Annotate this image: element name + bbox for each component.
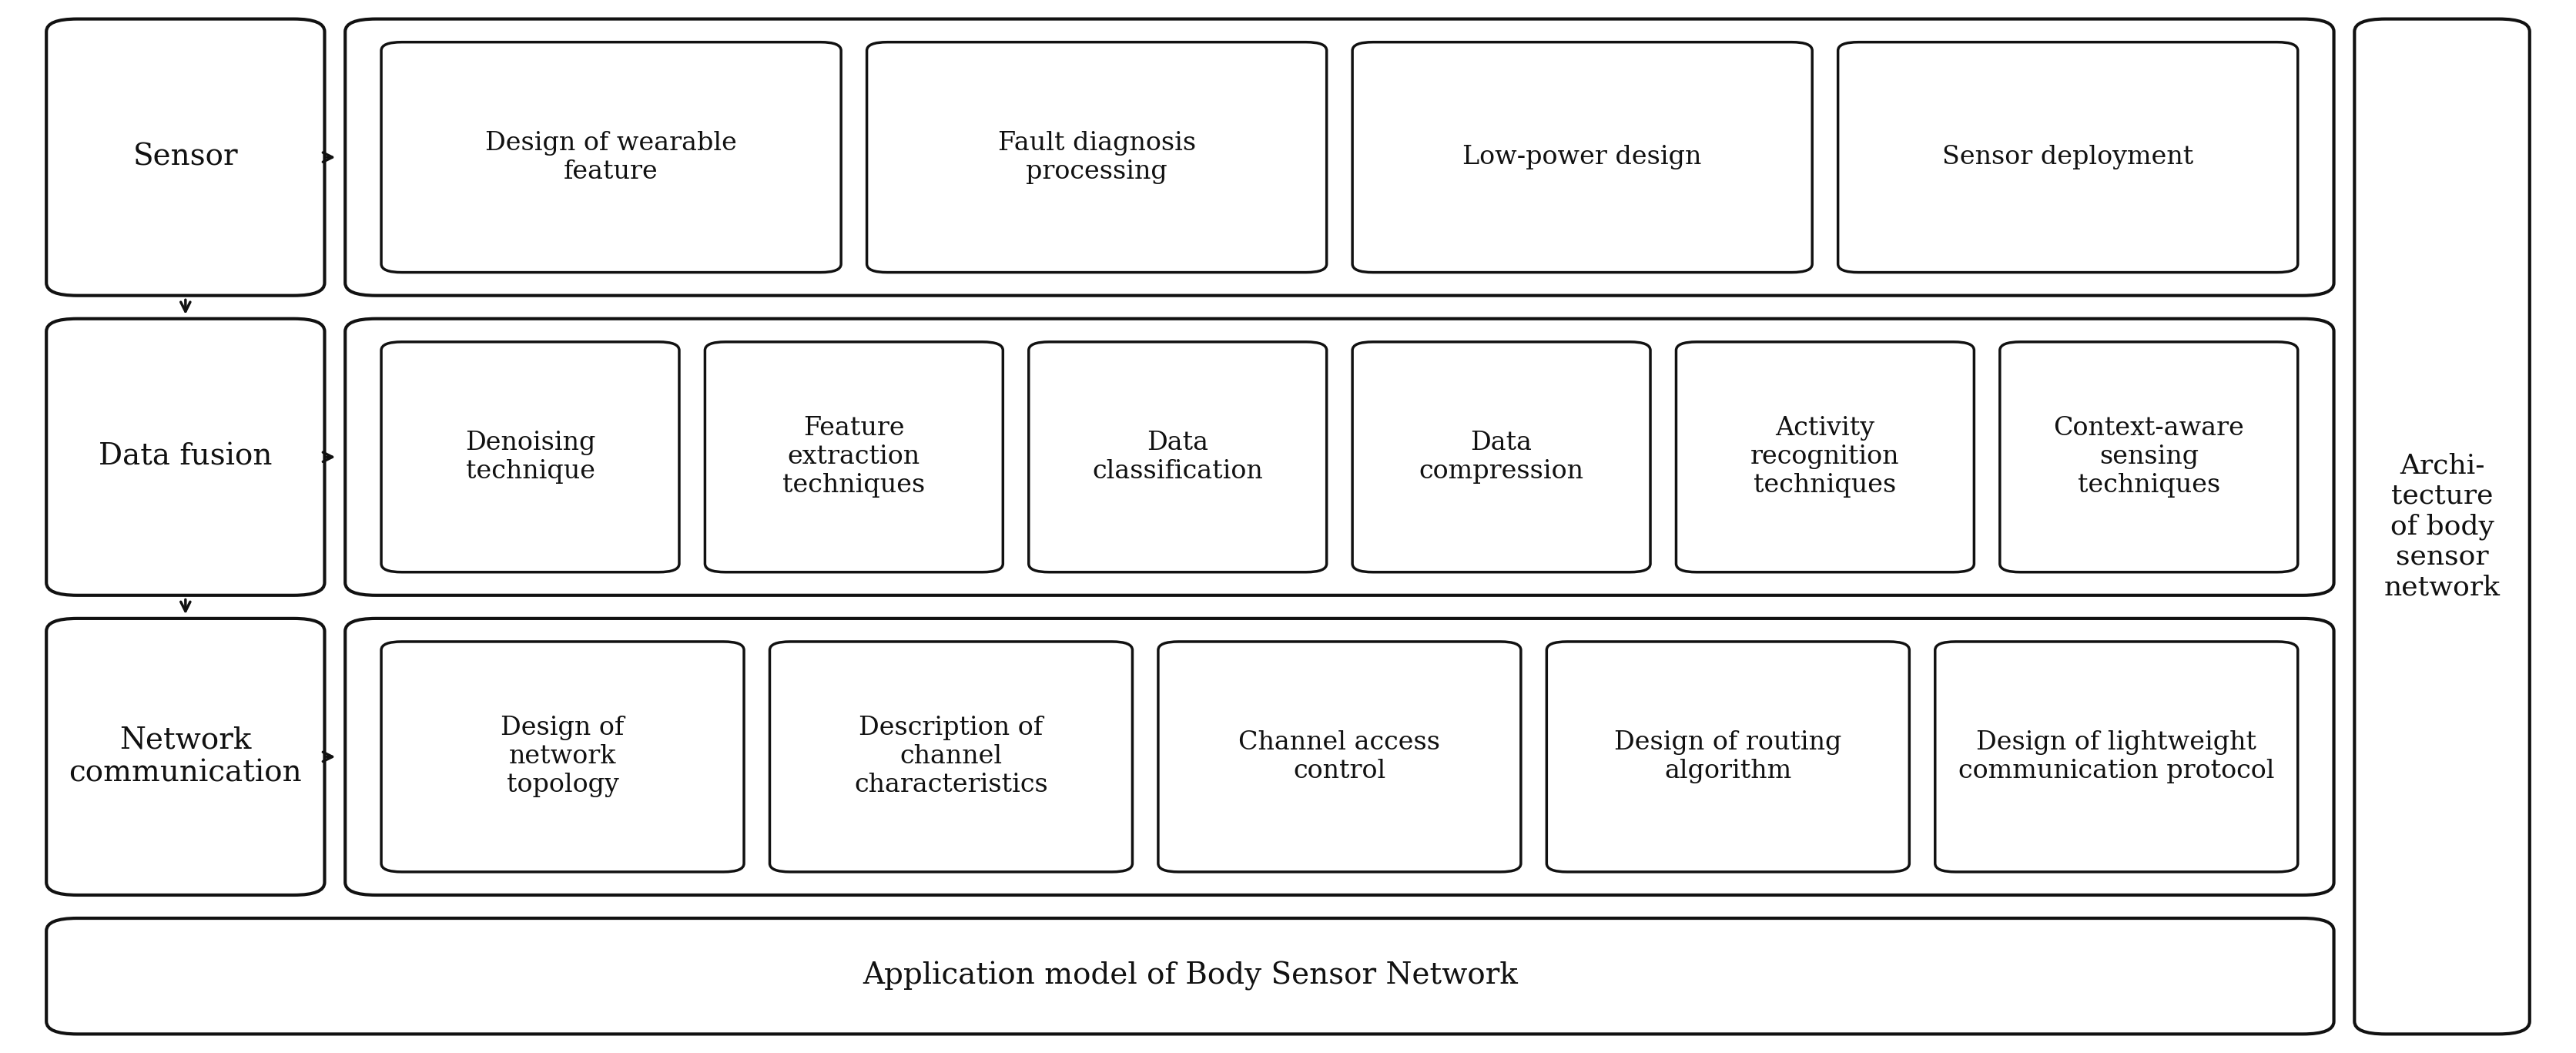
FancyBboxPatch shape xyxy=(1935,641,2298,872)
FancyBboxPatch shape xyxy=(381,342,680,572)
FancyBboxPatch shape xyxy=(46,319,325,595)
Text: Design of routing
algorithm: Design of routing algorithm xyxy=(1615,730,1842,783)
Text: Data
classification: Data classification xyxy=(1092,431,1262,483)
Text: Fault diagnosis
processing: Fault diagnosis processing xyxy=(997,131,1195,184)
FancyBboxPatch shape xyxy=(1352,342,1651,572)
Text: Data
compression: Data compression xyxy=(1419,431,1584,483)
FancyBboxPatch shape xyxy=(1159,641,1520,872)
Text: Network
communication: Network communication xyxy=(70,726,301,788)
FancyBboxPatch shape xyxy=(345,319,2334,595)
FancyBboxPatch shape xyxy=(2354,19,2530,1034)
Text: Low-power design: Low-power design xyxy=(1463,145,1703,170)
FancyBboxPatch shape xyxy=(1999,342,2298,572)
Text: Sensor: Sensor xyxy=(134,143,237,172)
FancyBboxPatch shape xyxy=(46,618,325,895)
FancyBboxPatch shape xyxy=(46,918,2334,1034)
Text: Design of
network
topology: Design of network topology xyxy=(500,716,623,797)
Text: Context-aware
sensing
techniques: Context-aware sensing techniques xyxy=(2053,416,2244,498)
Text: Description of
channel
characteristics: Description of channel characteristics xyxy=(855,716,1048,797)
Text: Feature
extraction
techniques: Feature extraction techniques xyxy=(783,416,925,498)
Text: Design of wearable
feature: Design of wearable feature xyxy=(484,131,737,184)
FancyBboxPatch shape xyxy=(1546,641,1909,872)
FancyBboxPatch shape xyxy=(46,19,325,296)
FancyBboxPatch shape xyxy=(706,342,1002,572)
FancyBboxPatch shape xyxy=(1352,42,1811,273)
FancyBboxPatch shape xyxy=(1028,342,1327,572)
Text: Denoising
technique: Denoising technique xyxy=(466,431,595,483)
FancyBboxPatch shape xyxy=(866,42,1327,273)
FancyBboxPatch shape xyxy=(345,618,2334,895)
Text: Application model of Body Sensor Network: Application model of Body Sensor Network xyxy=(863,961,1517,991)
FancyBboxPatch shape xyxy=(381,641,744,872)
Text: Activity
recognition
techniques: Activity recognition techniques xyxy=(1752,416,1899,498)
FancyBboxPatch shape xyxy=(770,641,1133,872)
FancyBboxPatch shape xyxy=(381,42,840,273)
Text: Sensor deployment: Sensor deployment xyxy=(1942,145,2195,170)
Text: Channel access
control: Channel access control xyxy=(1239,730,1440,783)
FancyBboxPatch shape xyxy=(1677,342,1973,572)
FancyBboxPatch shape xyxy=(345,19,2334,296)
Text: Data fusion: Data fusion xyxy=(98,442,273,472)
Text: Archi-
tecture
of body
sensor
network: Archi- tecture of body sensor network xyxy=(2383,453,2501,600)
FancyBboxPatch shape xyxy=(1839,42,2298,273)
Text: Design of lightweight
communication protocol: Design of lightweight communication prot… xyxy=(1958,730,2275,783)
